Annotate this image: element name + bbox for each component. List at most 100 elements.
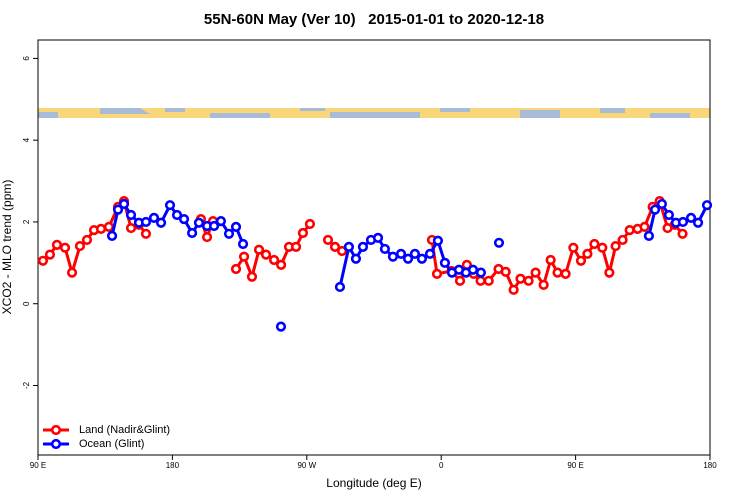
data-point	[701, 200, 713, 211]
y-tick-label: 0	[22, 301, 31, 306]
data-point	[334, 281, 346, 293]
data-point	[118, 198, 130, 210]
data-point	[230, 263, 242, 275]
data-point	[439, 257, 451, 268]
data-point	[171, 209, 183, 221]
data-point	[125, 222, 137, 234]
data-point	[329, 241, 341, 252]
chart-title: 55N-60N May (Ver 10) 2015-01-01 to 2020-…	[204, 11, 544, 28]
data-point	[656, 198, 668, 210]
data-point	[416, 253, 428, 264]
data-point	[409, 248, 421, 259]
data-point	[589, 238, 600, 250]
data-point	[304, 218, 316, 230]
y-tick-label: 6	[22, 56, 31, 61]
data-point	[372, 232, 384, 243]
data-point	[322, 234, 334, 246]
data-point	[575, 255, 587, 266]
data-point	[336, 245, 348, 257]
legend-label: Ocean (Glint)	[79, 438, 144, 450]
data-point	[475, 267, 487, 278]
data-point	[610, 240, 621, 252]
data-point	[59, 242, 71, 253]
data-point	[275, 321, 287, 332]
x-tick-label: 0	[439, 461, 444, 470]
x-tick-label: 180	[703, 461, 717, 470]
data-point	[677, 216, 689, 228]
data-point	[103, 221, 115, 232]
x-tick-label: 90 W	[297, 461, 316, 470]
data-point	[81, 234, 93, 246]
x-axis-label: Longitude (deg E)	[326, 476, 421, 490]
y-tick-label: 2	[22, 219, 31, 224]
data-point	[685, 212, 697, 223]
data-point	[692, 217, 704, 228]
data-point	[51, 239, 63, 250]
legend-marker	[50, 424, 62, 436]
data-point	[523, 275, 534, 286]
x-tick-label: 90 E	[567, 461, 583, 470]
data-point	[246, 271, 258, 282]
data-point	[677, 228, 688, 239]
data-point	[538, 279, 549, 291]
map-strip	[38, 108, 710, 118]
data-point	[37, 255, 49, 266]
y-tick-label: -2	[22, 381, 31, 389]
x-tick-label: 90 E	[30, 461, 46, 470]
data-point	[140, 228, 152, 239]
x-tick-label: 180	[166, 461, 180, 470]
data-point	[402, 253, 414, 264]
data-point	[663, 209, 675, 221]
data-point	[268, 254, 280, 266]
data-point	[639, 221, 650, 232]
data-point	[112, 204, 124, 215]
data-point	[432, 235, 444, 246]
data-point	[260, 249, 272, 260]
data-point	[475, 275, 486, 286]
data-point	[357, 241, 369, 252]
data-point	[238, 251, 250, 262]
data-point	[95, 223, 107, 234]
data-point	[431, 268, 443, 279]
data-point	[237, 238, 249, 250]
data-point	[467, 264, 479, 275]
data-point	[649, 204, 661, 215]
data-point	[178, 213, 190, 225]
data-point	[223, 228, 235, 239]
data-point	[395, 248, 407, 259]
data-point	[253, 244, 265, 255]
data-point	[493, 237, 505, 248]
data-point	[624, 225, 635, 236]
data-point	[106, 230, 118, 241]
data-point	[582, 248, 593, 259]
data-point	[187, 227, 198, 239]
data-point	[568, 242, 579, 253]
data-point	[290, 241, 302, 252]
data-point	[515, 273, 526, 284]
data-point	[560, 268, 571, 279]
data-point	[193, 217, 205, 228]
data-point	[643, 230, 655, 241]
data-point	[552, 267, 563, 278]
data-point	[483, 275, 494, 286]
data-point	[508, 284, 519, 295]
data-point	[500, 266, 511, 277]
data-point	[208, 220, 220, 232]
data-point	[140, 216, 152, 228]
data-point	[297, 227, 309, 239]
plot-frame	[37, 39, 711, 456]
data-point	[545, 254, 556, 266]
data-point	[44, 249, 56, 260]
data-point	[604, 267, 615, 278]
data-point	[343, 241, 355, 252]
data-point	[66, 267, 78, 278]
y-tick-label: 4	[22, 137, 31, 142]
data-point	[379, 243, 391, 255]
legend-label: Land (Nadir&Glint)	[79, 424, 170, 436]
data-point	[276, 259, 287, 270]
data-point	[530, 267, 541, 278]
data-point	[230, 221, 242, 232]
data-point	[424, 248, 436, 259]
data-point	[125, 209, 137, 221]
